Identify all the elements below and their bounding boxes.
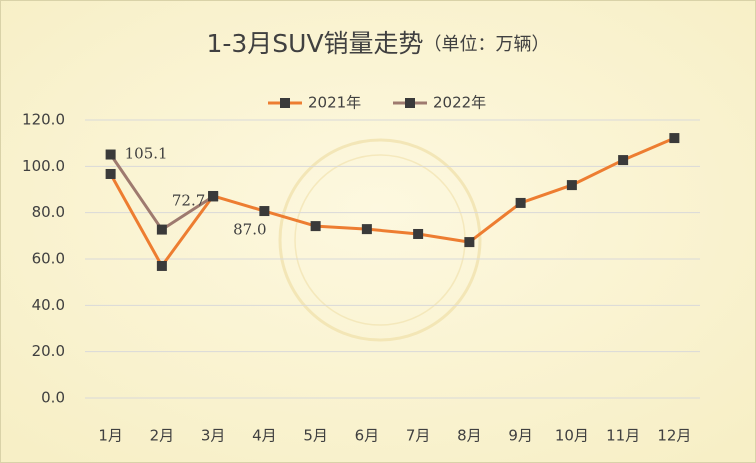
- legend-label: 2021年: [308, 94, 361, 112]
- x-tick-label: 1月: [98, 427, 123, 445]
- y-tick-label: 0.0: [41, 389, 65, 407]
- x-tick-label: 11月: [606, 427, 640, 445]
- marker: [464, 237, 475, 248]
- y-tick-label: 80.0: [32, 203, 65, 221]
- y-tick-label: 100.0: [22, 157, 65, 175]
- legend-marker: [280, 98, 290, 108]
- data-label: 105.1: [125, 145, 168, 163]
- marker: [618, 155, 629, 166]
- y-tick-label: 60.0: [32, 250, 65, 268]
- series-line: [109, 136, 675, 268]
- x-tick-label: 6月: [355, 427, 380, 445]
- x-tick-label: 8月: [457, 427, 482, 445]
- marker: [156, 260, 167, 271]
- marker: [105, 168, 116, 179]
- marker: [208, 191, 219, 202]
- y-tick-label: 20.0: [32, 342, 65, 360]
- x-tick-label: 4月: [252, 427, 277, 445]
- marker: [566, 180, 577, 191]
- x-tick-label: 3月: [201, 427, 226, 445]
- data-label: 87.0: [233, 220, 266, 238]
- x-tick-label: 5月: [303, 427, 328, 445]
- data-label: 72.7: [172, 192, 205, 210]
- legend-label: 2022年: [433, 94, 486, 112]
- title: 1-3月SUV销量走势: [206, 29, 423, 58]
- subtitle: （单位：万辆）: [424, 34, 550, 55]
- x-tick-label: 2月: [150, 427, 175, 445]
- x-tick-label: 9月: [508, 427, 533, 445]
- x-tick-label: 10月: [555, 427, 589, 445]
- chart-title: 1-3月SUV销量走势（单位：万辆）: [206, 29, 549, 58]
- x-tick-label: 7月: [406, 427, 431, 445]
- marker: [259, 206, 270, 217]
- marker: [515, 197, 526, 208]
- marker: [669, 133, 680, 144]
- y-tick-label: 40.0: [32, 296, 65, 314]
- decoration: [278, 138, 482, 342]
- marker: [156, 224, 167, 235]
- marker: [413, 228, 424, 239]
- legend-marker: [405, 98, 415, 108]
- x-tick-label: 12月: [657, 427, 691, 445]
- y-tick-label: 120.0: [22, 111, 65, 129]
- marker: [310, 221, 321, 232]
- marker: [361, 224, 372, 235]
- marker: [105, 149, 116, 160]
